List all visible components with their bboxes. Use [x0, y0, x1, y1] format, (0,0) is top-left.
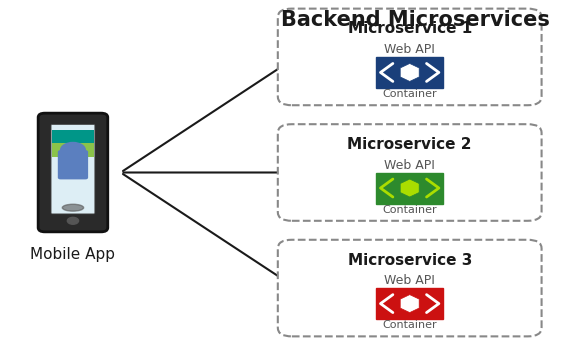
FancyBboxPatch shape	[278, 124, 541, 221]
Circle shape	[67, 217, 79, 224]
Text: Container: Container	[382, 89, 437, 99]
FancyBboxPatch shape	[58, 150, 88, 179]
Text: Web API: Web API	[384, 159, 435, 172]
Text: Container: Container	[382, 205, 437, 215]
FancyBboxPatch shape	[278, 240, 541, 336]
Text: Web API: Web API	[384, 274, 435, 287]
Text: Backend Microservices: Backend Microservices	[281, 10, 549, 30]
Polygon shape	[400, 179, 419, 197]
Circle shape	[61, 142, 85, 158]
FancyBboxPatch shape	[278, 9, 541, 105]
FancyBboxPatch shape	[52, 143, 94, 157]
Text: Microservice 3: Microservice 3	[347, 253, 472, 267]
FancyBboxPatch shape	[51, 125, 95, 214]
Text: Microservice 2: Microservice 2	[347, 137, 472, 152]
FancyBboxPatch shape	[376, 172, 444, 204]
FancyBboxPatch shape	[376, 57, 444, 88]
Polygon shape	[400, 63, 419, 81]
FancyBboxPatch shape	[376, 288, 444, 319]
Text: Microservice 1: Microservice 1	[347, 21, 472, 36]
FancyBboxPatch shape	[52, 130, 94, 143]
Text: Container: Container	[382, 320, 437, 330]
FancyBboxPatch shape	[38, 113, 108, 232]
Ellipse shape	[63, 204, 83, 211]
Text: Mobile App: Mobile App	[31, 247, 115, 262]
Polygon shape	[400, 295, 419, 313]
Text: Web API: Web API	[384, 43, 435, 56]
